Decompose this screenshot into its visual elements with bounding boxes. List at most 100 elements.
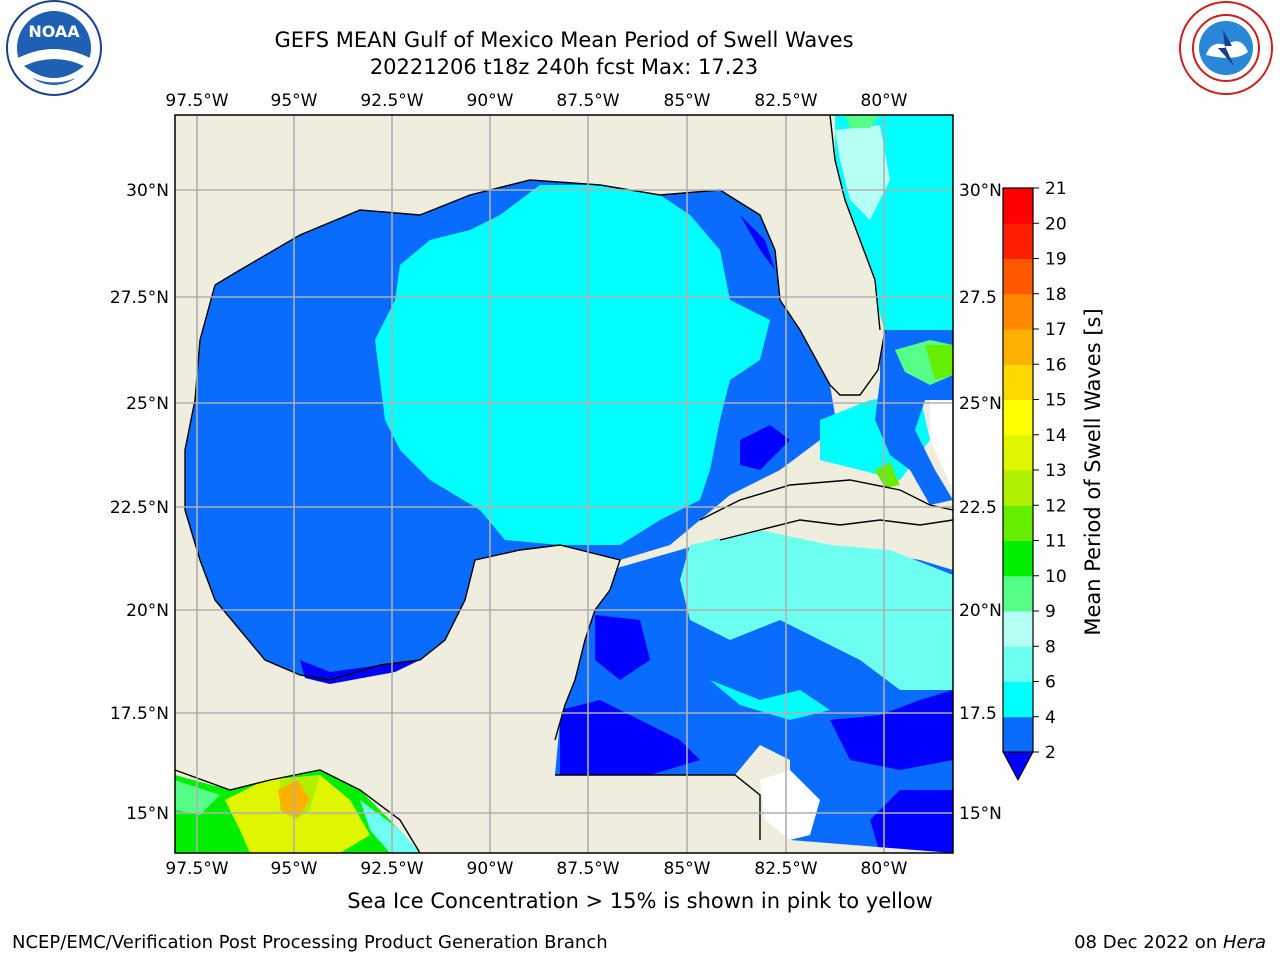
date-label: 08 Dec 2022 on: [1074, 932, 1223, 953]
colorbar-segment: [1003, 364, 1033, 400]
dark-blue-patch: [560, 700, 700, 775]
coastline-cuba: [699, 479, 953, 541]
coastline-central-america: [555, 774, 761, 840]
lon-label-bottom: 87.5°W: [556, 859, 619, 879]
lon-label-bottom: 90°W: [467, 859, 514, 879]
colorbar-segment: [1003, 575, 1033, 612]
noaa-logo-text: NOAA: [28, 22, 80, 41]
lon-label-bottom: 80°W: [861, 859, 908, 879]
colorbar-tick-label: 16: [1045, 355, 1067, 375]
colorbar-tick-label: 12: [1045, 496, 1067, 516]
bahamas-green-patch: [925, 345, 953, 380]
lat-label-right: 20°N: [959, 601, 1002, 621]
hispaniola-land: [790, 840, 953, 853]
lat-label-right: 27.5: [959, 288, 997, 308]
lat-label-right: 22.5: [959, 498, 997, 518]
colorbar-tick-label: 19: [1045, 250, 1067, 270]
colorbar-tick-label: 9: [1045, 602, 1056, 622]
colorbar-tick-label: 15: [1045, 391, 1067, 411]
colorbar-segment: [1003, 540, 1033, 577]
coastline-florida-east: [829, 115, 881, 331]
florida-peninsula: [775, 190, 885, 395]
atlantic-light-region: [835, 125, 890, 220]
colorbar-extend-triangle: [1002, 751, 1034, 782]
date-text: 08 Dec 2022 on Hera: [1074, 932, 1266, 953]
colorbar: 2 4 6 8 9 10 11 12 13 14 15 16 17 18 19 20 21 Mean Perio…: [1002, 180, 1105, 782]
lat-label-left: 17.5°N: [110, 704, 169, 724]
colorbar-segment: [1003, 716, 1033, 753]
lon-label-bottom: 92.5°W: [360, 859, 423, 879]
colorbar-segment: [1003, 470, 1033, 506]
lat-label-left: 20°N: [126, 601, 169, 621]
lat-label-left: 22.5°N: [110, 498, 169, 518]
lat-label-left: 27.5°N: [110, 288, 169, 308]
nws-logo: [1179, 1, 1273, 95]
colorbar-tick-label: 6: [1045, 673, 1056, 693]
colorbar-segment: [1003, 505, 1033, 541]
colorbar-segment: [1003, 223, 1033, 259]
lon-label-top: 87.5°W: [556, 91, 619, 111]
colorbar-tick-label: 20: [1045, 214, 1067, 234]
central-america: [380, 760, 760, 853]
lat-label-left: 15°N: [126, 804, 169, 824]
lon-label-top: 95°W: [271, 91, 318, 111]
dark-blue-patch: [870, 790, 953, 853]
lat-label-right: 25°N: [959, 394, 1002, 414]
map-subtitle: 20221206 t18z 240h fcst Max: 17.23: [369, 55, 759, 79]
no-data-patch: [760, 770, 820, 840]
colorbar-tick-label: 10: [1045, 567, 1067, 587]
lon-label-bottom: 85°W: [664, 859, 711, 879]
lon-label-top: 85°W: [664, 91, 711, 111]
dark-blue-patch: [300, 660, 420, 684]
lat-label-right: 15°N: [959, 804, 1002, 824]
lon-label-bottom: 97.5°W: [165, 859, 228, 879]
colorbar-tick-label: 4: [1045, 708, 1056, 728]
yucatan-peninsula: [420, 545, 620, 775]
dark-blue-patch: [740, 215, 775, 270]
cuba-island: [700, 480, 953, 540]
colorbar-segment: [1003, 434, 1033, 471]
noaa-logo: NOAA: [6, 0, 102, 96]
colorbar-segment: [1003, 258, 1033, 295]
lon-label-top: 97.5°W: [165, 91, 228, 111]
colorbar-tick-label: 21: [1045, 180, 1067, 199]
colorbar-segment: [1003, 646, 1033, 682]
colorbar-tick-label: 2: [1045, 743, 1056, 763]
lat-label-left: 25°N: [126, 394, 169, 414]
colorbar-label: Mean Period of Swell Waves [s]: [1081, 308, 1105, 635]
no-data-patch: [930, 400, 953, 490]
lat-label-left: 30°N: [126, 181, 169, 201]
colorbar-tick-label: 13: [1045, 461, 1067, 481]
colorbar-segment: [1003, 399, 1033, 436]
coastline-pacific: [175, 769, 421, 853]
colorbar-segment: [1003, 188, 1033, 224]
colorbar-segment: [1003, 293, 1033, 330]
map-frame: [174, 114, 954, 854]
dark-blue-patch: [830, 690, 953, 770]
lon-label-top: 90°W: [467, 91, 514, 111]
lon-label-bottom: 82.5°W: [754, 859, 817, 879]
caribbean-cyan-region: [710, 680, 830, 720]
dark-blue-patch: [740, 425, 790, 470]
dark-blue-patch: [595, 615, 650, 680]
colorbar-tick-label: 8: [1045, 637, 1056, 657]
atlantic-green-patch: [845, 115, 880, 128]
colorbar-segment: [1003, 329, 1033, 365]
cuba-north-green-patch: [875, 462, 900, 488]
colorbar-segment: [1003, 681, 1033, 718]
host-name: Hera: [1222, 932, 1266, 953]
lon-label-top: 82.5°W: [754, 91, 817, 111]
colorbar-tick-label: 14: [1045, 426, 1067, 446]
colorbar-tick-label: 11: [1045, 532, 1067, 552]
lon-label-bottom: 95°W: [271, 859, 318, 879]
credit-text: NCEP/EMC/Verification Post Processing Pr…: [12, 932, 608, 953]
colorbar-tick-label: 18: [1045, 285, 1067, 305]
lon-label-top: 80°W: [861, 91, 908, 111]
colorbar-tick-label: 17: [1045, 320, 1067, 340]
gulf-cyan-region: [375, 185, 770, 545]
colorbar-segment: [1003, 611, 1033, 647]
sea-ice-note: Sea Ice Concentration > 15% is shown in …: [347, 889, 933, 913]
map-title: GEFS MEAN Gulf of Mexico Mean Period of …: [274, 28, 854, 52]
lon-label-top: 92.5°W: [360, 91, 423, 111]
